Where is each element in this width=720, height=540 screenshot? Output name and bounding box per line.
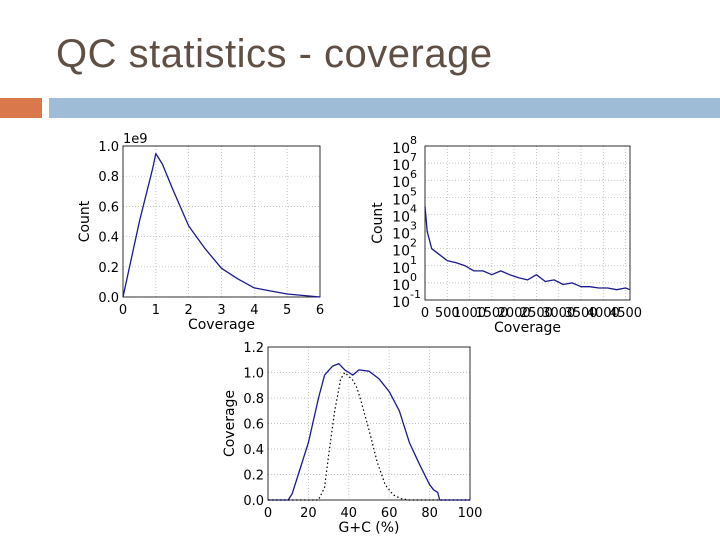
x-tick-label: 40 bbox=[341, 506, 358, 521]
x-tick-label: 1 bbox=[152, 303, 160, 318]
x-tick-label: 6 bbox=[316, 303, 324, 318]
y-tick-label: 0.8 bbox=[98, 170, 119, 185]
y-tick-label: 10 bbox=[392, 244, 410, 260]
y-tick-label: 1.2 bbox=[243, 341, 264, 356]
plot-frame bbox=[424, 145, 631, 301]
y-tick-label: 1.0 bbox=[98, 140, 119, 155]
x-tick-label: 80 bbox=[421, 506, 438, 521]
y-axis-label: Count bbox=[77, 200, 93, 242]
plot-frame bbox=[122, 145, 321, 298]
y-tick-exponent: 6 bbox=[410, 168, 417, 181]
series-line bbox=[122, 152, 321, 298]
accent-block bbox=[0, 98, 42, 118]
x-tick-label: 4 bbox=[250, 303, 258, 318]
y-tick-label: 0.4 bbox=[243, 443, 264, 458]
y-axis-label: Count bbox=[370, 202, 386, 244]
y-tick-exponent: 7 bbox=[410, 151, 417, 164]
y-tick-label: 1.0 bbox=[243, 367, 264, 382]
x-axis-label: G+C (%) bbox=[338, 520, 399, 536]
x-tick-label: 500 bbox=[435, 306, 460, 321]
y-tick-exponent: 4 bbox=[410, 202, 417, 215]
y-tick-label: 10 bbox=[392, 227, 410, 243]
y-tick-label: 0.2 bbox=[98, 261, 119, 276]
x-tick-label: 20 bbox=[300, 506, 317, 521]
y-tick-label: 0.0 bbox=[243, 494, 264, 509]
y-tick-exponent: 1 bbox=[410, 254, 417, 267]
y-tick-exponent: 3 bbox=[410, 220, 417, 233]
x-axis-label: Coverage bbox=[188, 317, 255, 333]
x-tick-label: 0 bbox=[421, 306, 429, 321]
y-tick-label: 0.2 bbox=[243, 469, 264, 484]
y-tick-exponent: 5 bbox=[410, 185, 417, 198]
y-tick-label: 10 bbox=[392, 175, 410, 191]
x-tick-label: 60 bbox=[381, 506, 398, 521]
x-tick-label: 0 bbox=[119, 303, 127, 318]
x-axis-label: Coverage bbox=[494, 320, 561, 336]
x-tick-label: 1000 bbox=[453, 306, 486, 321]
x-tick-label: 2500 bbox=[520, 306, 553, 321]
plot-frame bbox=[267, 346, 471, 501]
y-tick-exponent: 2 bbox=[410, 237, 417, 250]
series-line-dotted bbox=[268, 371, 470, 501]
y-tick-label: 0.0 bbox=[98, 291, 119, 306]
y-tick-label: 0.6 bbox=[243, 418, 264, 433]
y-tick-exponent: 8 bbox=[410, 134, 417, 147]
x-tick-label: 4500 bbox=[609, 306, 642, 321]
x-tick-label: 5 bbox=[283, 303, 291, 318]
x-tick-label: 2000 bbox=[498, 306, 531, 321]
series-line bbox=[424, 206, 631, 291]
slide-title: QC statistics - coverage bbox=[56, 32, 493, 76]
accent-bar bbox=[49, 98, 720, 118]
y-tick-label: 10 bbox=[392, 278, 410, 294]
x-tick-label: 2 bbox=[185, 303, 193, 318]
x-tick-label: 4000 bbox=[587, 306, 620, 321]
y-tick-label: 10 bbox=[392, 209, 410, 225]
x-tick-label: 100 bbox=[458, 506, 483, 521]
x-tick-label: 0 bbox=[264, 506, 272, 521]
y-tick-label: 10 bbox=[392, 261, 410, 277]
y-tick-exponent: -1 bbox=[410, 288, 421, 301]
y-tick-label: 0.4 bbox=[98, 231, 119, 246]
x-tick-label: 1500 bbox=[475, 306, 508, 321]
x-tick-label: 3000 bbox=[542, 306, 575, 321]
x-tick-label: 3500 bbox=[564, 306, 597, 321]
y-axis-label: Coverage bbox=[222, 390, 238, 457]
y-tick-label: 10 bbox=[392, 158, 410, 174]
y-tick-label: 10 bbox=[392, 192, 410, 208]
y-tick-exponent: 0 bbox=[410, 271, 417, 284]
x-tick-label: 3 bbox=[217, 303, 225, 318]
multiplier-label: 1e9 bbox=[123, 132, 148, 147]
y-tick-label: 0.8 bbox=[243, 392, 264, 407]
y-tick-label: 10 bbox=[392, 141, 410, 157]
y-tick-label: 0.6 bbox=[98, 200, 119, 215]
series-line bbox=[268, 362, 470, 501]
y-tick-label: 10 bbox=[392, 295, 410, 311]
